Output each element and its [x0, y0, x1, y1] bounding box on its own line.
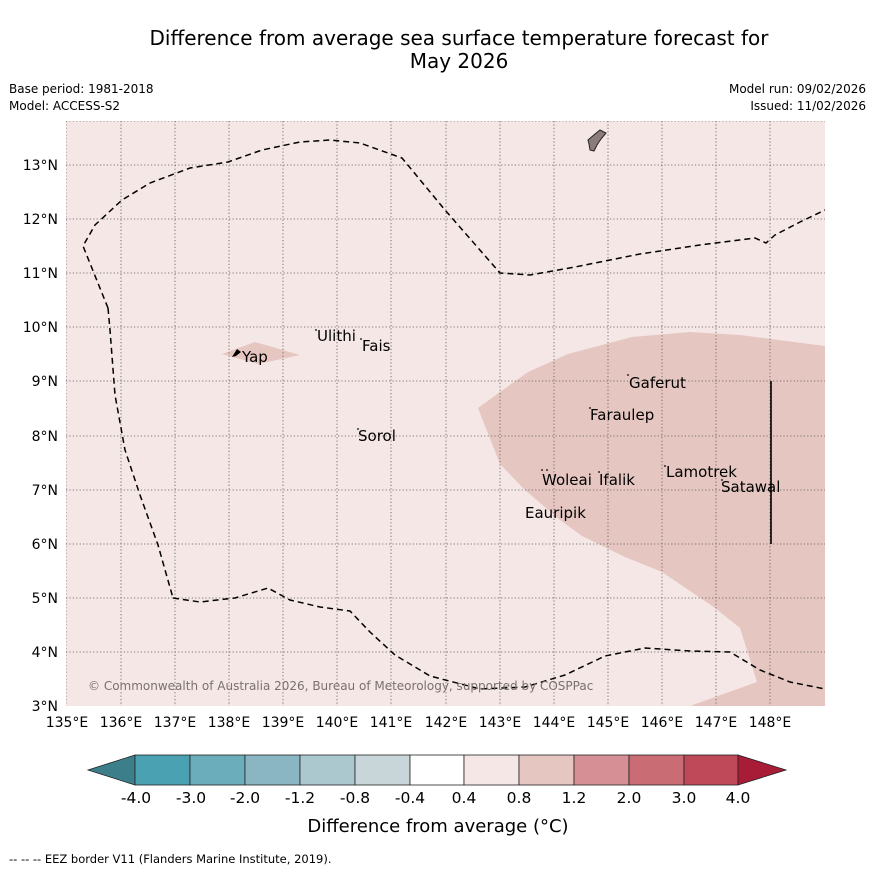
lat-tick-label: 3°N — [32, 699, 58, 715]
colorbar-swatch — [189, 754, 246, 786]
colorbar-tick-label: -1.2 — [285, 789, 315, 807]
lat-tick-label: 7°N — [32, 483, 58, 499]
guam-island — [587, 129, 607, 152]
place-sorol: Sorol — [358, 427, 396, 445]
lat-tick-label: 12°N — [23, 212, 58, 228]
place-woleai: Woleai — [542, 471, 592, 489]
lon-tick-label: 141°E — [370, 715, 413, 731]
colorbar-swatch — [628, 754, 685, 786]
meta-left: Base period: 1981-2018 Model: ACCESS-S2 — [9, 81, 154, 115]
lat-tick-label: 8°N — [32, 429, 58, 445]
colorbar-swatch — [463, 754, 520, 786]
place-satawal: Satawal — [721, 478, 780, 496]
colorbar-tick-label: 2.0 — [617, 789, 642, 807]
eez-legend-footer: -- -- -- EEZ border V11 (Flanders Marine… — [9, 852, 332, 866]
colorbar-tick-label: -0.8 — [340, 789, 370, 807]
place-gaferut: Gaferut — [629, 374, 686, 392]
map-area: Ulithi Fais Yap Gaferut Faraulep Sorol L… — [66, 121, 825, 706]
lon-tick-label: 137°E — [154, 715, 197, 731]
colorbar-swatch — [409, 754, 465, 786]
colorbar-title: Difference from average (°C) — [307, 816, 568, 837]
lon-tick-label: 136°E — [100, 715, 143, 731]
colorbar-swatch — [573, 754, 630, 786]
place-fais: Fais — [362, 337, 391, 355]
eez-border-north — [82, 139, 825, 309]
colorbar-swatch — [683, 754, 739, 786]
place-eauripik: Eauripik — [525, 504, 586, 522]
colorbar-tick-label: 0.4 — [452, 789, 477, 807]
lon-tick-label: 147°E — [695, 715, 738, 731]
colorbar-labels: -4.0 -3.0 -2.0 -1.2 -0.8 -0.4 0.4 0.8 1.… — [121, 789, 750, 807]
place-faraulep: Faraulep — [590, 406, 654, 424]
lat-tick-label: 4°N — [32, 645, 58, 661]
lat-tick-label: 11°N — [23, 266, 58, 282]
title-line-2: May 2026 — [409, 49, 509, 73]
lat-tick-label: 5°N — [32, 591, 58, 607]
colorbar — [86, 754, 788, 786]
place-ulithi: Ulithi — [317, 327, 356, 345]
colorbar-tick-label: 3.0 — [672, 789, 697, 807]
atoll-markers — [315, 329, 723, 481]
lon-tick-label: 144°E — [533, 715, 576, 731]
model-name: Model: ACCESS-S2 — [9, 99, 121, 113]
place-yap: Yap — [241, 348, 268, 366]
colorbar-swatch — [518, 754, 575, 786]
lon-tick-label: 140°E — [316, 715, 359, 731]
model-run: Model run: 09/02/2026 — [728, 82, 866, 96]
colorbar-tick-label: 4.0 — [726, 789, 751, 807]
colorbar-tick-label: 0.8 — [507, 789, 532, 807]
colorbar-tick-label: -2.0 — [230, 789, 260, 807]
colorbar-arrow-low — [86, 754, 136, 786]
lon-tick-label: 138°E — [208, 715, 251, 731]
chart-title: Difference from average sea surface temp… — [0, 27, 873, 73]
colorbar-swatch — [244, 754, 301, 786]
title-line-1: Difference from average sea surface temp… — [149, 26, 769, 50]
colorbar-swatch — [299, 754, 356, 786]
warm-anomaly-region — [478, 332, 825, 706]
lon-tick-label: 139°E — [262, 715, 305, 731]
issued-date: Issued: 11/02/2026 — [750, 99, 866, 113]
colorbar-swatch — [134, 754, 191, 786]
place-ifalik: Ifalik — [599, 471, 635, 489]
longitude-labels: 135°E 136°E 137°E 138°E 139°E 140°E 141°… — [46, 715, 792, 731]
lat-tick-label: 9°N — [32, 374, 58, 390]
lat-tick-label: 6°N — [32, 537, 58, 553]
lon-tick-label: 148°E — [749, 715, 792, 731]
meta-right: Model run: 09/02/2026 Issued: 11/02/2026 — [729, 81, 866, 115]
lon-tick-label: 145°E — [587, 715, 630, 731]
lon-tick-label: 142°E — [425, 715, 468, 731]
lat-tick-label: 13°N — [23, 158, 58, 174]
grid-lines — [66, 121, 825, 706]
copyright-notice: © Commonwealth of Australia 2026, Bureau… — [88, 679, 593, 693]
eez-border-south — [172, 587, 825, 690]
lon-tick-label: 143°E — [479, 715, 522, 731]
lon-tick-label: 135°E — [46, 715, 89, 731]
lat-tick-label: 10°N — [23, 320, 58, 336]
colorbar-tick-label: 1.2 — [562, 789, 587, 807]
lon-tick-label: 146°E — [641, 715, 684, 731]
yap-island — [232, 349, 241, 357]
yap-anomaly-patch — [222, 342, 300, 364]
colorbar-tick-label: -0.4 — [395, 789, 425, 807]
latitude-labels: 13°N 12°N 11°N 10°N 9°N 8°N 7°N 6°N 5°N … — [23, 158, 58, 715]
place-lamotrek: Lamotrek — [666, 463, 737, 481]
colorbar-arrow-high — [737, 754, 788, 786]
colorbar-tick-label: -3.0 — [176, 789, 206, 807]
base-period: Base period: 1981-2018 — [9, 82, 154, 96]
colorbar-tick-label: -4.0 — [121, 789, 151, 807]
colorbar-swatch — [354, 754, 411, 786]
eez-border-west — [107, 307, 174, 599]
